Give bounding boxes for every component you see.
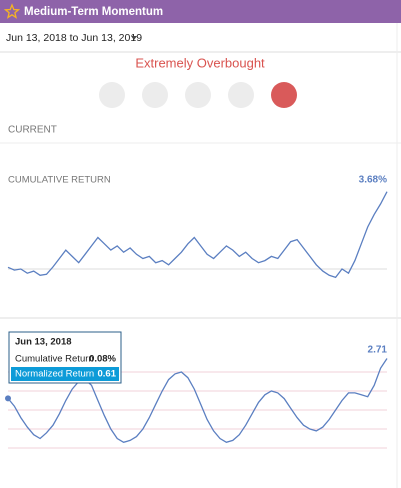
series-line — [7, 191, 388, 279]
end-label: 3.68% — [359, 175, 387, 186]
level-dot — [142, 82, 168, 108]
tooltip-label: Cumulative Return — [15, 354, 94, 365]
header-bar — [0, 0, 401, 23]
end-label: 2.71 — [368, 345, 388, 356]
level-dot — [228, 82, 254, 108]
hover-point — [5, 395, 11, 402]
date-range[interactable]: Jun 13, 2018 to Jun 13, 2019 — [6, 32, 142, 44]
dropdown-arrow[interactable] — [131, 36, 137, 40]
header-title: Medium-Term Momentum — [24, 6, 163, 18]
tooltip-label: Normalized Return — [15, 369, 94, 380]
tooltip: Jun 13, 2018 Cumulative Return 0.08% Nor… — [8, 331, 122, 384]
series-line — [7, 358, 388, 444]
level-dot-active — [271, 82, 297, 108]
status-label: Extremely Overbought — [135, 55, 265, 70]
level-dot — [99, 82, 125, 108]
tooltip-value: 0.61 — [98, 369, 117, 380]
level-dot — [185, 82, 211, 108]
chart-title: CUMULATIVE RETURN — [8, 175, 111, 186]
tooltip-date: Jun 13, 2018 — [15, 337, 72, 348]
favorite-star[interactable] — [3, 3, 21, 19]
tooltip-value: 0.08% — [89, 354, 116, 365]
section-label: CURRENT — [8, 125, 57, 136]
tooltip-highlight — [11, 367, 119, 381]
